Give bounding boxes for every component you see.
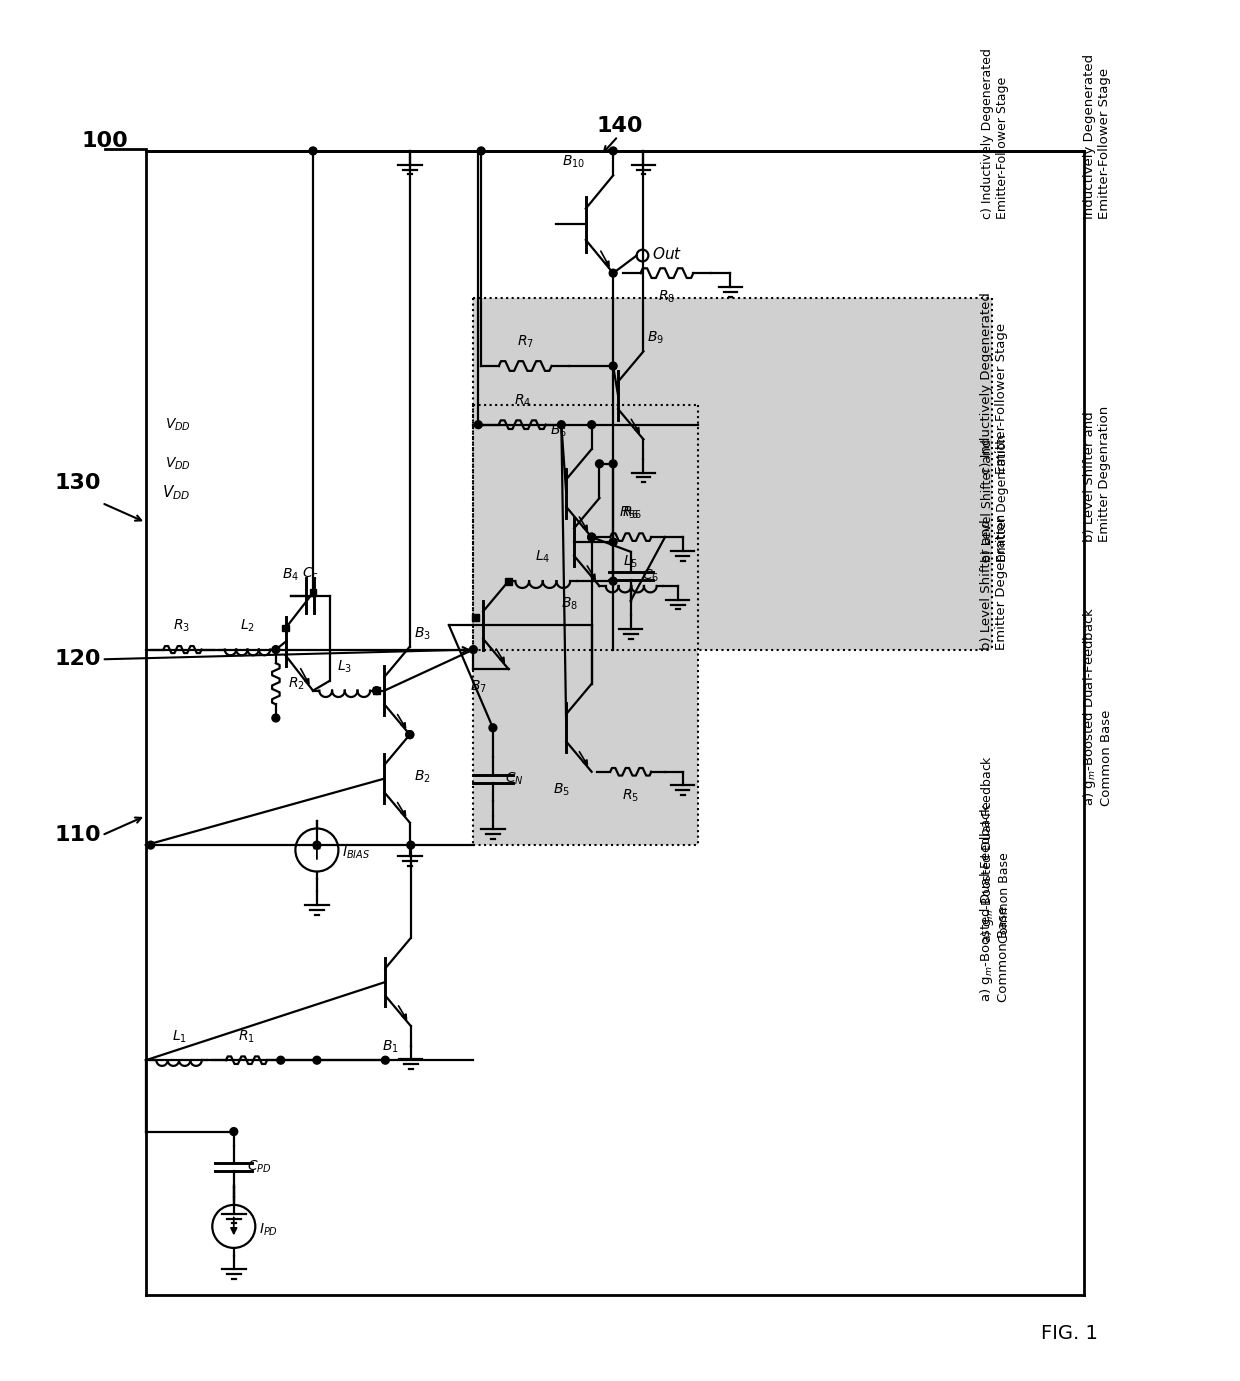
Text: 100: 100 (82, 131, 128, 151)
Text: 130: 130 (55, 474, 100, 493)
Text: 120: 120 (55, 649, 100, 670)
Text: $L_1$: $L_1$ (171, 1029, 186, 1044)
Text: $Out$: $Out$ (652, 246, 682, 261)
Text: $R_1$: $R_1$ (238, 1029, 255, 1044)
Text: $I_{PD}$: $I_{PD}$ (259, 1221, 278, 1237)
Text: $B_9$: $B_9$ (647, 330, 665, 347)
Circle shape (277, 1056, 285, 1065)
Circle shape (405, 731, 414, 739)
Circle shape (475, 421, 482, 428)
Circle shape (588, 533, 595, 541)
Text: b) Level Shifter and
Emitter Degenration: b) Level Shifter and Emitter Degenration (981, 434, 1009, 562)
Bar (505, 577, 512, 584)
Circle shape (609, 539, 618, 545)
Bar (474, 405, 698, 845)
Text: FIG. 1: FIG. 1 (1042, 1324, 1099, 1344)
Text: $V_{DD}$: $V_{DD}$ (165, 417, 191, 432)
Text: $L_4$: $L_4$ (536, 550, 551, 565)
Text: a) g$_m$-Boosted Dual-Feedback
Common Base: a) g$_m$-Boosted Dual-Feedback Common Ba… (980, 754, 1012, 943)
Text: Inductively Degenerated
Emitter-Follower Stage: Inductively Degenerated Emitter-Follower… (1083, 54, 1111, 220)
Text: a) g$_m$-Boosted Dual-Feedback
Common Base: a) g$_m$-Boosted Dual-Feedback Common Ba… (1081, 606, 1114, 807)
Circle shape (382, 1056, 389, 1065)
Circle shape (470, 646, 477, 653)
Circle shape (229, 1128, 238, 1135)
Text: $C_N$: $C_N$ (505, 771, 523, 787)
Text: $B_{10}$: $B_{10}$ (563, 155, 585, 170)
Circle shape (609, 460, 618, 468)
Text: $C_{PD}$: $C_{PD}$ (248, 1159, 272, 1175)
Bar (310, 590, 316, 597)
Text: $R_6$: $R_6$ (622, 505, 640, 522)
Text: $B_6$: $B_6$ (549, 423, 567, 439)
Text: $B_3$: $B_3$ (414, 626, 430, 642)
Circle shape (405, 731, 414, 739)
Text: c) Inductively Degenerated
Emitter-Follower Stage: c) Inductively Degenerated Emitter-Follo… (981, 48, 1009, 220)
Circle shape (477, 146, 485, 155)
Text: b) Level Shifter and
Emitter Degenration: b) Level Shifter and Emitter Degenration (1083, 406, 1111, 541)
Text: $B_8$: $B_8$ (560, 595, 578, 612)
Text: $B_4$: $B_4$ (281, 566, 299, 583)
Text: $B_2$: $B_2$ (414, 768, 430, 784)
Bar (146, 151, 474, 1295)
Circle shape (407, 841, 414, 849)
Circle shape (312, 1056, 321, 1065)
Text: 110: 110 (55, 826, 100, 845)
Text: $R_2$: $R_2$ (288, 675, 305, 692)
Text: $B_7$: $B_7$ (470, 679, 486, 695)
Bar (472, 615, 479, 620)
Text: $R_3$: $R_3$ (174, 617, 191, 634)
Text: b) Level Shifter and
Emitter Degenration: b) Level Shifter and Emitter Degenration (981, 514, 1008, 649)
Text: $C_c$: $C_c$ (301, 566, 319, 583)
Circle shape (609, 577, 618, 586)
Circle shape (595, 460, 604, 468)
Text: $L_5$: $L_5$ (624, 554, 639, 570)
Text: $L_3$: $L_3$ (337, 659, 352, 675)
Circle shape (558, 421, 565, 428)
Circle shape (272, 714, 280, 722)
Circle shape (609, 269, 618, 278)
Text: a) g$_m$-Boosted Dual-Feedback
Common Base: a) g$_m$-Boosted Dual-Feedback Common Ba… (978, 802, 1011, 1001)
Circle shape (489, 724, 497, 732)
Text: $I_{BIAS}$: $I_{BIAS}$ (342, 845, 371, 862)
Text: $V_{DD}$: $V_{DD}$ (162, 483, 191, 503)
Circle shape (609, 362, 618, 370)
Bar (283, 624, 289, 631)
Text: $B_1$: $B_1$ (382, 1039, 398, 1055)
Circle shape (373, 686, 381, 695)
Text: $R_8$: $R_8$ (658, 289, 676, 305)
Bar (474, 297, 992, 649)
Circle shape (309, 146, 317, 155)
Text: $R_4$: $R_4$ (513, 392, 531, 409)
Text: $C_6$: $C_6$ (642, 568, 660, 584)
Text: $R_7$: $R_7$ (517, 334, 533, 351)
Text: 140: 140 (596, 116, 644, 137)
Circle shape (609, 146, 618, 155)
Text: $R_5$: $R_5$ (622, 787, 640, 804)
Text: $V_{DD}$: $V_{DD}$ (165, 456, 191, 472)
Circle shape (272, 646, 280, 653)
Text: $R_{56}$: $R_{56}$ (619, 505, 642, 522)
Circle shape (146, 841, 155, 849)
Bar (373, 688, 379, 695)
Circle shape (312, 841, 321, 849)
Text: $B_5$: $B_5$ (553, 782, 570, 798)
Text: $L_2$: $L_2$ (241, 617, 255, 634)
Text: c) Inductively Degenerated
Emitter-Follower Stage: c) Inductively Degenerated Emitter-Follo… (981, 291, 1008, 474)
Circle shape (588, 421, 595, 428)
Circle shape (588, 533, 595, 541)
